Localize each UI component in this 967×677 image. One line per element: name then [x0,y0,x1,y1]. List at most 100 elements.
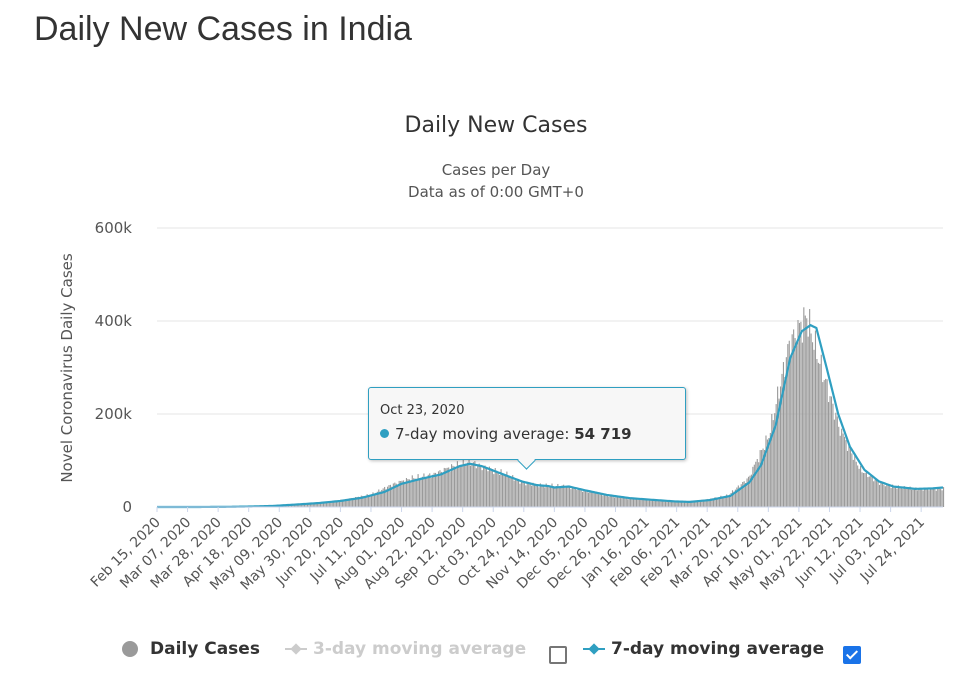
daily-bar[interactable] [513,480,515,507]
daily-bar[interactable] [873,481,875,507]
daily-bar[interactable] [582,491,584,507]
daily-bar[interactable] [354,496,357,507]
daily-bar[interactable] [902,488,904,507]
daily-bar[interactable] [550,486,552,507]
daily-bar[interactable] [375,492,377,507]
daily-bar[interactable] [446,467,448,507]
daily-bar[interactable] [439,470,441,507]
daily-bar[interactable] [838,426,840,507]
daily-bar[interactable] [308,503,310,507]
daily-bar[interactable] [324,502,326,507]
legend-item-7day-average[interactable]: 7-day moving average [583,639,824,659]
daily-bar[interactable] [510,477,512,507]
daily-bar[interactable] [602,495,604,507]
daily-bar[interactable] [400,481,402,507]
daily-bar[interactable] [858,468,860,507]
daily-bar[interactable] [729,494,731,507]
daily-bar[interactable] [795,345,798,507]
daily-bar[interactable] [714,497,716,507]
daily-bar[interactable] [429,473,431,507]
daily-bar[interactable] [854,453,856,507]
daily-bar[interactable] [803,307,805,507]
daily-bar[interactable] [894,486,897,507]
daily-bar[interactable] [711,498,713,507]
daily-bar[interactable] [747,476,750,507]
daily-bar[interactable] [469,465,472,507]
daily-bar[interactable] [442,473,444,507]
daily-bar[interactable] [384,486,386,507]
daily-bar[interactable] [737,485,739,507]
daily-bar[interactable] [533,483,536,507]
daily-bar[interactable] [918,488,920,507]
daily-bar[interactable] [413,478,415,507]
daily-bar[interactable] [772,420,774,507]
daily-bar[interactable] [688,501,690,507]
daily-bar[interactable] [826,379,828,507]
daily-bar[interactable] [386,486,389,507]
ma3-checkbox[interactable] [549,646,567,664]
daily-bar[interactable] [538,487,540,507]
daily-bar[interactable] [426,476,428,507]
daily-bar[interactable] [749,475,751,507]
daily-bar[interactable] [337,500,339,507]
daily-bar[interactable] [922,490,924,508]
daily-bar[interactable] [871,475,873,507]
daily-bar[interactable] [325,502,327,507]
daily-bar[interactable] [628,497,630,507]
daily-bar[interactable] [615,496,617,507]
daily-bar[interactable] [707,498,709,507]
daily-bar[interactable] [478,463,480,507]
daily-bar[interactable] [682,501,684,507]
daily-bar[interactable] [506,471,508,507]
daily-bar[interactable] [333,501,335,507]
daily-bar[interactable] [736,487,738,507]
daily-bar[interactable] [338,500,341,507]
daily-bar[interactable] [810,333,812,507]
daily-bar[interactable] [341,500,343,507]
daily-bar[interactable] [708,499,710,507]
daily-bar[interactable] [435,472,437,507]
daily-bar[interactable] [710,498,712,507]
daily-bar[interactable] [654,500,656,508]
daily-bar[interactable] [640,498,642,507]
daily-bar[interactable] [299,503,301,507]
daily-bar[interactable] [563,484,565,507]
daily-bar[interactable] [455,469,457,507]
daily-bar[interactable] [906,488,908,507]
daily-bar[interactable] [397,484,399,507]
daily-bar[interactable] [512,475,514,507]
daily-bar[interactable] [678,502,680,507]
daily-bar[interactable] [787,344,789,507]
daily-bar[interactable] [321,502,323,507]
daily-bar[interactable] [500,469,502,507]
daily-bar[interactable] [865,470,867,507]
daily-bar[interactable] [650,500,652,507]
daily-bar[interactable] [765,435,767,507]
daily-bar[interactable] [475,468,477,507]
daily-bar[interactable] [644,499,646,507]
daily-bar[interactable] [462,459,464,507]
daily-bar[interactable] [385,489,387,507]
daily-bar[interactable] [529,484,531,507]
daily-bar[interactable] [924,488,926,507]
daily-bar[interactable] [357,496,359,507]
daily-bar[interactable] [322,501,325,507]
daily-bar[interactable] [777,386,779,507]
daily-bar[interactable] [503,474,505,507]
daily-bar[interactable] [352,498,354,507]
daily-bar[interactable] [841,428,843,507]
daily-bar[interactable] [595,491,597,507]
daily-bar[interactable] [934,488,936,507]
daily-bar[interactable] [733,491,735,507]
daily-bar[interactable] [817,362,819,507]
daily-bar[interactable] [349,498,351,507]
daily-bar[interactable] [664,501,667,507]
daily-bar[interactable] [302,504,304,507]
daily-bar[interactable] [835,412,837,507]
daily-bar[interactable] [531,485,533,507]
daily-bar[interactable] [346,498,348,507]
daily-bar[interactable] [477,464,479,507]
daily-bar[interactable] [692,501,694,507]
daily-bar[interactable] [812,342,814,507]
daily-bar[interactable] [408,479,410,507]
